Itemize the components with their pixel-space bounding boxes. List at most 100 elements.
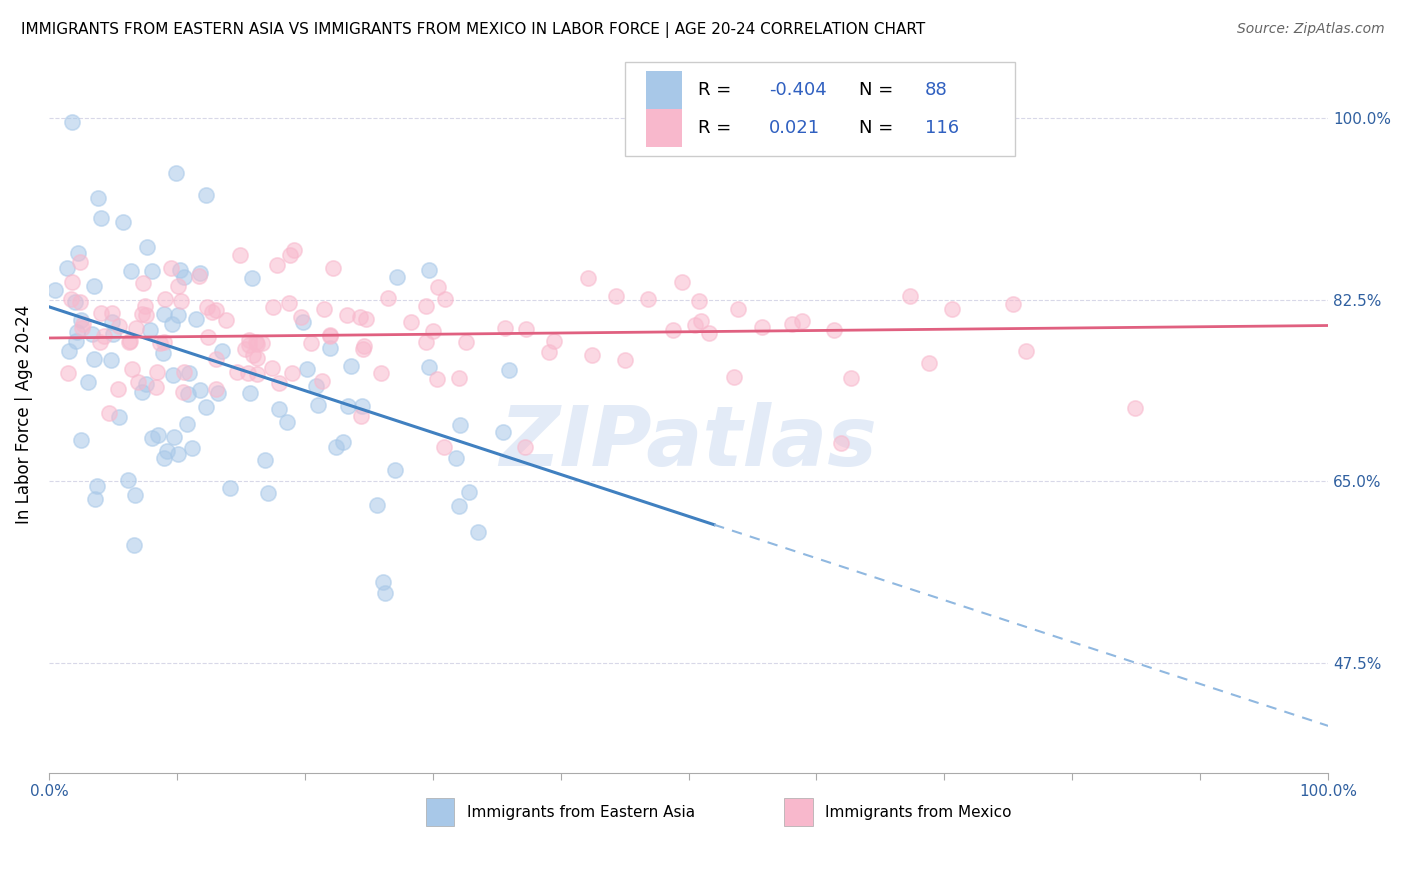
Point [211, 343, 233, 358]
Point [256, 486, 278, 500]
Point [152, 346, 174, 360]
Text: 0.021: 0.021 [769, 119, 820, 136]
Point [93, 329, 115, 343]
Point [277, 295, 299, 310]
Point [127, 375, 149, 389]
Point [1014, 344, 1036, 359]
Point [498, 362, 520, 376]
Point [44, 283, 66, 297]
Point [336, 308, 359, 322]
Point [325, 440, 347, 454]
Point [447, 371, 470, 385]
Point [117, 473, 139, 487]
Point [156, 444, 179, 458]
Point [233, 342, 256, 356]
Point [576, 271, 599, 285]
Point [80, 327, 103, 342]
Point [422, 324, 444, 338]
Point [138, 322, 160, 336]
Point [349, 310, 371, 324]
Point [118, 335, 141, 350]
Text: ZIPatlas: ZIPatlas [499, 402, 877, 483]
Point [101, 306, 124, 320]
Point [299, 335, 322, 350]
Point [165, 166, 187, 180]
Point [307, 398, 329, 412]
Point [260, 360, 283, 375]
Point [433, 440, 456, 454]
Point [537, 345, 560, 359]
Point [426, 279, 449, 293]
Point [492, 425, 515, 439]
Point [70, 321, 93, 335]
Point [384, 463, 406, 477]
Point [83, 279, 105, 293]
Point [688, 293, 710, 308]
Point [266, 258, 288, 272]
Point [125, 320, 148, 334]
Point [418, 263, 440, 277]
Point [187, 268, 209, 283]
Point [246, 367, 269, 381]
Point [352, 343, 374, 357]
Point [433, 293, 456, 307]
Point [683, 318, 706, 332]
Point [385, 270, 408, 285]
Point [87, 190, 110, 204]
Point [160, 317, 183, 331]
Point [281, 366, 304, 380]
Point [276, 415, 298, 429]
Point [205, 351, 228, 366]
Point [245, 335, 267, 350]
Point [90, 306, 112, 320]
FancyBboxPatch shape [426, 798, 454, 826]
Point [141, 431, 163, 445]
Point [337, 399, 360, 413]
Point [278, 248, 301, 262]
Point [72, 317, 94, 331]
Point [146, 427, 169, 442]
Point [426, 372, 449, 386]
Point [283, 244, 305, 258]
Point [238, 338, 260, 352]
Point [226, 365, 249, 379]
Y-axis label: In Labor Force | Age 20-24: In Labor Force | Age 20-24 [15, 304, 32, 524]
Point [605, 289, 627, 303]
Point [101, 326, 124, 341]
Point [515, 440, 537, 454]
Point [134, 299, 156, 313]
Point [332, 434, 354, 449]
FancyBboxPatch shape [647, 109, 682, 146]
Point [135, 309, 157, 323]
Point [215, 313, 238, 327]
Point [415, 299, 437, 313]
Point [107, 383, 129, 397]
Point [297, 361, 319, 376]
Point [167, 278, 190, 293]
Point [169, 263, 191, 277]
Point [292, 315, 315, 329]
Point [898, 289, 921, 303]
Text: R =: R = [697, 119, 737, 136]
Point [69, 255, 91, 269]
Point [60, 115, 83, 129]
Text: 88: 88 [925, 81, 948, 99]
Point [153, 292, 176, 306]
Point [159, 261, 181, 276]
Point [173, 365, 195, 379]
Point [58, 367, 80, 381]
Point [89, 335, 111, 350]
Point [197, 329, 219, 343]
Point [238, 334, 260, 348]
Point [108, 410, 131, 425]
Point [581, 348, 603, 362]
Point [219, 482, 242, 496]
Point [238, 367, 260, 381]
Point [163, 430, 186, 444]
Point [262, 300, 284, 314]
Point [173, 385, 195, 400]
Point [173, 270, 195, 285]
Point [204, 382, 226, 396]
Point [177, 387, 200, 401]
Point [83, 352, 105, 367]
